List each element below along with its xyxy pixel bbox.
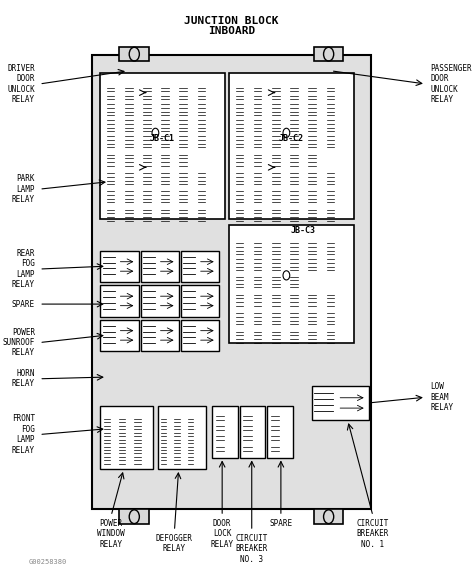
Text: JB-C1: JB-C1: [149, 134, 174, 143]
Bar: [92, 55, 371, 509]
Text: POWER
SUNROOF
RELAY: POWER SUNROOF RELAY: [3, 328, 35, 358]
Text: CIRCUIT
BREAKER
NO. 3: CIRCUIT BREAKER NO. 3: [236, 534, 268, 564]
Bar: [314, 509, 344, 524]
Bar: [100, 285, 138, 317]
Bar: [157, 406, 206, 469]
Bar: [267, 406, 293, 457]
Bar: [181, 251, 219, 282]
Bar: [229, 73, 354, 219]
Bar: [100, 406, 153, 469]
Bar: [181, 320, 219, 351]
Text: CIRCUIT
BREAKER
NO. 1: CIRCUIT BREAKER NO. 1: [357, 519, 389, 549]
Text: JUNCTION BLOCK: JUNCTION BLOCK: [184, 16, 279, 26]
Text: LOW
BEAM
RELAY: LOW BEAM RELAY: [430, 382, 453, 412]
Bar: [240, 406, 265, 457]
Text: SPARE: SPARE: [269, 519, 292, 528]
Text: HORN
RELAY: HORN RELAY: [12, 369, 35, 388]
Bar: [100, 320, 138, 351]
Text: POWER
WINDOW
RELAY: POWER WINDOW RELAY: [97, 519, 125, 549]
Bar: [181, 285, 219, 317]
Bar: [141, 251, 179, 282]
Text: DEFOGGER
RELAY: DEFOGGER RELAY: [156, 534, 193, 554]
Bar: [212, 406, 238, 457]
Bar: [119, 47, 149, 61]
Text: G00258380: G00258380: [28, 559, 67, 565]
Bar: [312, 386, 369, 420]
Text: JB-C3: JB-C3: [291, 226, 316, 235]
Text: PASSENGER
DOOR
UNLOCK
RELAY: PASSENGER DOOR UNLOCK RELAY: [430, 64, 472, 104]
Text: REAR
FOG
LAMP
RELAY: REAR FOG LAMP RELAY: [12, 249, 35, 289]
Bar: [141, 285, 179, 317]
Bar: [314, 47, 344, 61]
Bar: [100, 73, 225, 219]
Text: PARK
LAMP
RELAY: PARK LAMP RELAY: [12, 175, 35, 204]
Text: INBOARD: INBOARD: [208, 25, 255, 36]
Text: JB-C2: JB-C2: [279, 134, 304, 143]
Text: DRIVER
DOOR
UNLOCK
RELAY: DRIVER DOOR UNLOCK RELAY: [7, 64, 35, 104]
Text: SPARE: SPARE: [12, 300, 35, 309]
Bar: [100, 251, 138, 282]
Text: FRONT
FOG
LAMP
RELAY: FRONT FOG LAMP RELAY: [12, 414, 35, 454]
Bar: [141, 320, 179, 351]
Text: DOOR
LOCK
RELAY: DOOR LOCK RELAY: [210, 519, 234, 549]
Bar: [119, 509, 149, 524]
Bar: [229, 225, 354, 343]
